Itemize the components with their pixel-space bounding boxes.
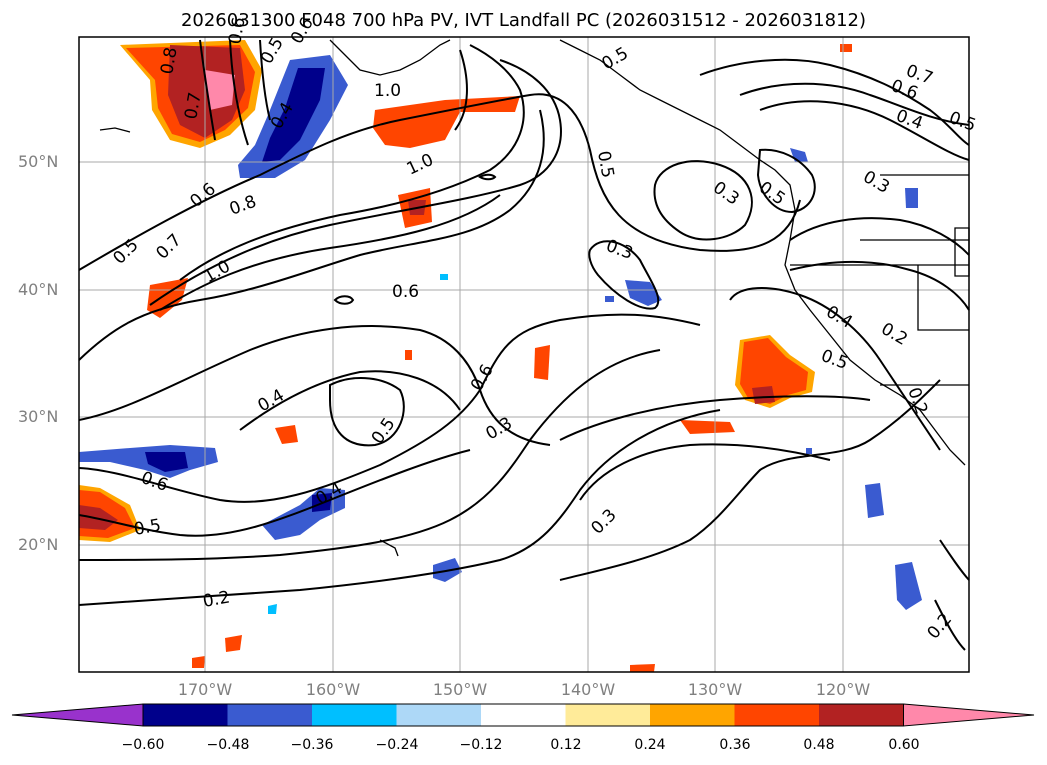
contour-label: 1.0: [374, 81, 401, 101]
colorbar-tick-label: 0.60: [888, 737, 920, 753]
contour-label: 0.6: [392, 282, 419, 302]
colorbar-tick-label: −0.12: [459, 737, 503, 753]
negative-shading: [79, 55, 922, 614]
colorbar-segment: [312, 704, 397, 726]
colorbar-tick-label: 0.36: [719, 737, 751, 753]
lon-label: 160°W: [305, 680, 361, 699]
coastlines: [99, 39, 970, 557]
colorbar-tick-label: −0.60: [121, 737, 165, 753]
colorbar-segment: [481, 704, 566, 726]
colorbar-segment: [227, 704, 313, 726]
colorbar-segment: [734, 704, 820, 726]
plot-background: [79, 37, 969, 672]
contour-label: 0.5: [132, 516, 162, 540]
colorbar-tick-label: −0.48: [206, 737, 250, 753]
contour-label: 0.5: [593, 149, 617, 179]
lat-label: 50°N: [18, 152, 59, 171]
colorbar-segment: [819, 704, 904, 726]
lat-label: 30°N: [18, 407, 59, 426]
colorbar-extend-min: [11, 703, 144, 727]
colorbar-tick-label: 0.24: [634, 737, 666, 753]
colorbar: [11, 703, 1035, 727]
colorbar-segment: [396, 704, 482, 726]
colorbar-segment: [565, 704, 651, 726]
plot-border: [78, 36, 970, 673]
contour-label: 0.6: [225, 16, 249, 46]
lat-label: 20°N: [18, 535, 59, 554]
lat-label: 40°N: [18, 280, 59, 299]
lon-label: 120°W: [815, 680, 871, 699]
lon-label: 140°W: [560, 680, 616, 699]
lon-label: 170°W: [177, 680, 233, 699]
contour-label: 0.2: [201, 588, 231, 612]
colorbar-tick-label: −0.36: [290, 737, 334, 753]
colorbar-outline: [142, 703, 904, 727]
lon-label: 150°W: [432, 680, 488, 699]
colorbar-segment: [143, 704, 228, 726]
positive-shading: [79, 40, 852, 672]
map-title: 2026031300 F048 700 hPa PV, IVT Landfall…: [180, 10, 867, 31]
colorbar-tick-label: 0.12: [550, 737, 582, 753]
gridlines: [79, 37, 969, 672]
lon-label: 130°W: [687, 680, 743, 699]
contour-label: 0.8: [157, 46, 181, 76]
colorbar-extend-max: [903, 703, 1035, 727]
colorbar-tick-label: 0.48: [803, 737, 835, 753]
contour-label: 0.7: [181, 91, 205, 121]
colorbar-segment: [650, 704, 735, 726]
colorbar-tick-label: −0.24: [375, 737, 419, 753]
